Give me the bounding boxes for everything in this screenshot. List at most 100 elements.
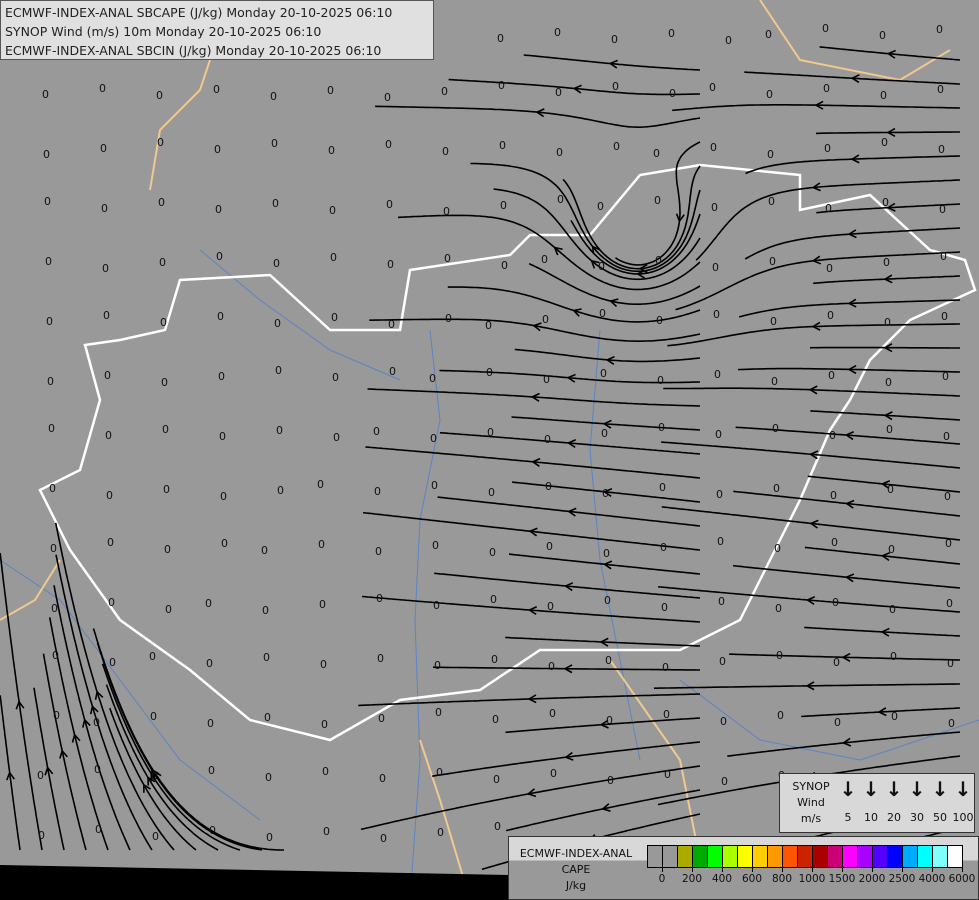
cape-value-label: 0	[660, 541, 667, 554]
cape-value-label: 0	[657, 374, 664, 387]
wind-legend-item: ↓ 50	[929, 778, 951, 824]
cape-value-label: 0	[881, 136, 888, 149]
cape-legend-title: ECMWF-INDEX-ANAL	[519, 847, 633, 860]
cape-value-label: 0	[600, 367, 607, 380]
streamline-arrowhead-icon	[94, 690, 104, 700]
streamline	[360, 765, 701, 831]
cape-value-label: 0	[430, 432, 437, 445]
cape-value-label: 0	[599, 307, 606, 320]
color-swatch	[783, 846, 798, 867]
cape-value-label: 0	[327, 84, 334, 97]
down-arrow-icon: ↓	[885, 777, 903, 801]
streamline-arrowhead-icon	[82, 718, 91, 728]
tick-mark	[932, 867, 933, 872]
tick-mark	[902, 867, 903, 872]
cape-value-label: 0	[886, 423, 893, 436]
cape-value-label: 0	[940, 250, 947, 263]
cape-value-label: 0	[613, 140, 620, 153]
cape-value-label: 0	[944, 490, 951, 503]
cape-value-label: 0	[777, 709, 784, 722]
tick-mark	[812, 867, 813, 872]
cape-value-label: 0	[720, 715, 727, 728]
cape-value-label: 0	[888, 543, 895, 556]
cape-value-label: 0	[276, 424, 283, 437]
cape-value-label: 0	[48, 422, 55, 435]
cape-value-label: 0	[606, 714, 613, 727]
cape-value-label: 0	[38, 829, 45, 842]
color-swatch	[798, 846, 813, 867]
cape-value-label: 0	[832, 596, 839, 609]
streamline-arrowhead-icon	[675, 213, 685, 223]
wind-legend-title: SYNOP	[792, 780, 830, 793]
cape-value-label: 0	[880, 89, 887, 102]
streamline-arrowhead-icon	[808, 450, 819, 460]
tick-mark	[752, 867, 753, 872]
streamline-arrowhead-icon	[601, 803, 611, 812]
streamline	[96, 643, 263, 851]
cape-value-label: 0	[830, 489, 837, 502]
streamline-arrowhead-icon	[532, 322, 542, 332]
cape-value-label: 0	[321, 718, 328, 731]
streamline-arrowhead-icon	[845, 499, 855, 509]
cape-value-label: 0	[108, 596, 115, 609]
streamline-arrowhead-icon	[635, 269, 646, 279]
color-swatch	[873, 846, 888, 867]
cape-value-label: 0	[711, 201, 718, 214]
cape-value-label: 0	[829, 429, 836, 442]
streamline-arrowhead-icon	[811, 182, 821, 192]
river	[0, 559, 261, 821]
other-border	[0, 559, 61, 621]
streamline-arrowhead-icon	[805, 681, 815, 691]
cape-value-label: 0	[661, 601, 668, 614]
cape-value-label: 0	[709, 81, 716, 94]
cape-value-label: 0	[659, 481, 666, 494]
cape-value-label: 0	[550, 767, 557, 780]
river	[199, 249, 401, 381]
streamline-arrowhead-icon	[599, 719, 609, 729]
cape-value-label: 0	[885, 376, 892, 389]
streamline-arrowhead-icon	[841, 652, 851, 662]
cape-value-label: 0	[317, 478, 324, 491]
down-arrow-icon: ↓	[862, 777, 880, 801]
cape-value-label: 0	[774, 542, 781, 555]
streamline-arrowhead-icon	[883, 411, 893, 421]
cape-value-label: 0	[165, 603, 172, 616]
tick-mark	[872, 867, 873, 872]
streamline-arrowhead-icon	[528, 527, 538, 537]
cape-value-label: 0	[493, 773, 500, 786]
color-swatch	[933, 846, 948, 867]
cape-value-label: 0	[47, 375, 54, 388]
cape-value-label: 0	[771, 375, 778, 388]
cape-value-label: 0	[889, 603, 896, 616]
streamline-arrowhead-icon	[564, 751, 574, 761]
color-swatch	[753, 846, 768, 867]
streamline-arrowhead-icon	[608, 59, 618, 69]
cape-value-label: 0	[272, 197, 279, 210]
cape-value-label: 0	[725, 34, 732, 47]
cape-value-label: 0	[938, 143, 945, 156]
tick-mark	[782, 867, 783, 872]
cape-value-label: 0	[161, 376, 168, 389]
cape-value-label: 0	[332, 371, 339, 384]
cape-value-label: 0	[49, 482, 56, 495]
cape-value-label: 0	[436, 766, 443, 779]
cape-value-label: 0	[46, 315, 53, 328]
cape-value-label: 0	[603, 547, 610, 560]
down-arrow-icon: ↓	[908, 777, 926, 801]
streamline-arrowhead-icon	[605, 355, 615, 365]
cape-value-label: 0	[331, 311, 338, 324]
cape-value-label: 0	[717, 535, 724, 548]
tick-label: 600	[741, 873, 763, 885]
cape-value-label: 0	[948, 717, 955, 730]
streamline-arrowhead-icon	[599, 637, 609, 647]
streamline-arrowhead-icon	[530, 392, 540, 402]
tick-label: 6000	[948, 873, 976, 885]
cape-value-label: 0	[542, 313, 549, 326]
cape-value-label: 0	[264, 711, 271, 724]
cape-value-label: 0	[217, 310, 224, 323]
streamline-arrowhead-icon	[153, 770, 162, 780]
cape-value-label: 0	[44, 195, 51, 208]
cape-value-label: 0	[891, 710, 898, 723]
cape-value-label: 0	[769, 255, 776, 268]
